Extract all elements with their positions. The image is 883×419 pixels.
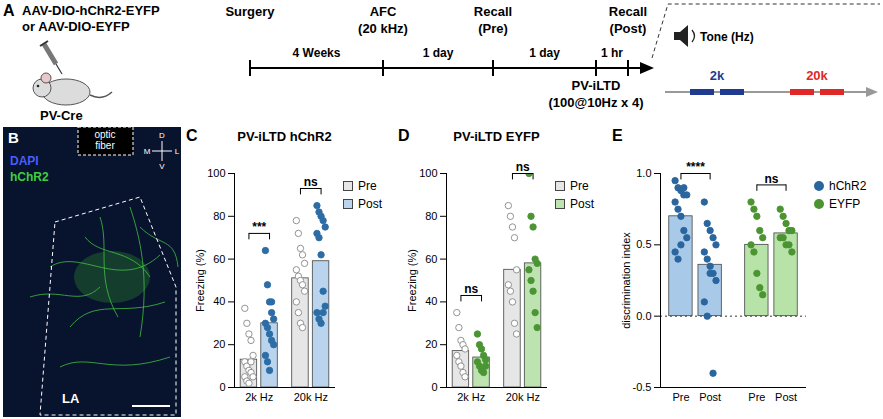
- svg-text:2k Hz: 2k Hz: [245, 391, 273, 403]
- svg-text:Recall: Recall: [474, 4, 512, 19]
- svg-text:A: A: [3, 2, 15, 19]
- svg-text:ns: ns: [464, 282, 478, 296]
- svg-text:80: 80: [425, 210, 437, 222]
- svg-text:discrimination index: discrimination index: [620, 232, 632, 329]
- svg-text:20k: 20k: [806, 68, 828, 83]
- svg-text:20: 20: [425, 338, 437, 350]
- svg-text:Pre: Pre: [748, 391, 765, 403]
- svg-text:Post: Post: [775, 391, 797, 403]
- svg-text:1 day: 1 day: [423, 46, 454, 60]
- svg-text:fiber: fiber: [95, 140, 115, 151]
- svg-text:2k Hz: 2k Hz: [457, 391, 485, 403]
- svg-text:(20 kHz): (20 kHz): [358, 21, 408, 36]
- svg-text:Pre: Pre: [672, 391, 689, 403]
- svg-text:****: ****: [686, 160, 705, 174]
- svg-text:ns: ns: [764, 172, 778, 186]
- svg-text:0.0: 0.0: [636, 310, 651, 322]
- svg-text:0: 0: [431, 381, 437, 393]
- svg-text:Freezing (%): Freezing (%): [194, 249, 206, 312]
- svg-text:1.0: 1.0: [636, 167, 651, 179]
- svg-text:40: 40: [425, 295, 437, 307]
- svg-text:Freezing (%): Freezing (%): [406, 249, 418, 312]
- svg-text:PV-Cre: PV-Cre: [40, 108, 83, 123]
- svg-text:AAV-DIO-hChR2-EYFP: AAV-DIO-hChR2-EYFP: [22, 3, 160, 18]
- svg-text:Post: Post: [699, 391, 721, 403]
- svg-text:M: M: [144, 147, 151, 156]
- html-text:PV-iLTD hChR2: PV-iLTD hChR2: [237, 129, 332, 144]
- svg-text:100: 100: [207, 167, 225, 179]
- html-text:C: C: [186, 127, 198, 144]
- svg-text:1 day: 1 day: [529, 46, 560, 60]
- svg-text:(100@10Hz x 4): (100@10Hz x 4): [548, 95, 643, 110]
- svg-text:***: ***: [252, 220, 266, 234]
- svg-text:20: 20: [213, 338, 225, 350]
- html-text:PV-iLTD EYFP: PV-iLTD EYFP: [453, 129, 540, 144]
- svg-text:ns: ns: [304, 175, 318, 189]
- svg-text:D: D: [159, 131, 165, 140]
- svg-text:1 hr: 1 hr: [601, 46, 623, 60]
- svg-text:20k Hz: 20k Hz: [506, 391, 540, 403]
- svg-text:100: 100: [419, 167, 437, 179]
- html-text:Pre: Pre: [358, 179, 377, 193]
- svg-text:LA: LA: [62, 391, 80, 406]
- svg-text:60: 60: [425, 253, 437, 265]
- svg-text:hChR2: hChR2: [10, 170, 49, 184]
- svg-text:AFC: AFC: [370, 4, 397, 19]
- svg-text:60: 60: [213, 253, 225, 265]
- svg-text:Surgery: Surgery: [225, 4, 275, 19]
- svg-text:(Pre): (Pre): [478, 21, 508, 36]
- svg-text:ns: ns: [516, 160, 530, 174]
- svg-text:40: 40: [213, 295, 225, 307]
- svg-text:optic: optic: [94, 129, 115, 140]
- svg-text:(Post): (Post): [610, 21, 647, 36]
- svg-text:Tone (Hz): Tone (Hz): [700, 30, 754, 44]
- svg-text:0: 0: [219, 381, 225, 393]
- html-text:Pre: Pre: [570, 179, 589, 193]
- svg-text:-0.5: -0.5: [633, 381, 652, 393]
- svg-text:Recall: Recall: [609, 4, 647, 19]
- html-text:hChR2: hChR2: [829, 179, 867, 193]
- html-text:Post: Post: [570, 197, 594, 211]
- svg-text:DAPI: DAPI: [10, 154, 39, 168]
- svg-text:or AAV-DIO-EYFP: or AAV-DIO-EYFP: [22, 19, 130, 34]
- svg-text:20k Hz: 20k Hz: [294, 391, 328, 403]
- svg-text:4 Weeks: 4 Weeks: [293, 46, 341, 60]
- svg-text:PV-iLTD: PV-iLTD: [572, 78, 621, 93]
- svg-text:L: L: [175, 147, 180, 156]
- svg-text:0.5: 0.5: [636, 238, 651, 250]
- svg-text:2k: 2k: [710, 68, 725, 83]
- html-text:E: E: [612, 127, 623, 144]
- svg-text:80: 80: [213, 210, 225, 222]
- html-text:EYFP: EYFP: [829, 197, 861, 211]
- html-text:D: D: [398, 127, 410, 144]
- svg-text:V: V: [159, 162, 165, 171]
- svg-text:B: B: [8, 129, 19, 146]
- html-text:Post: Post: [358, 197, 382, 211]
